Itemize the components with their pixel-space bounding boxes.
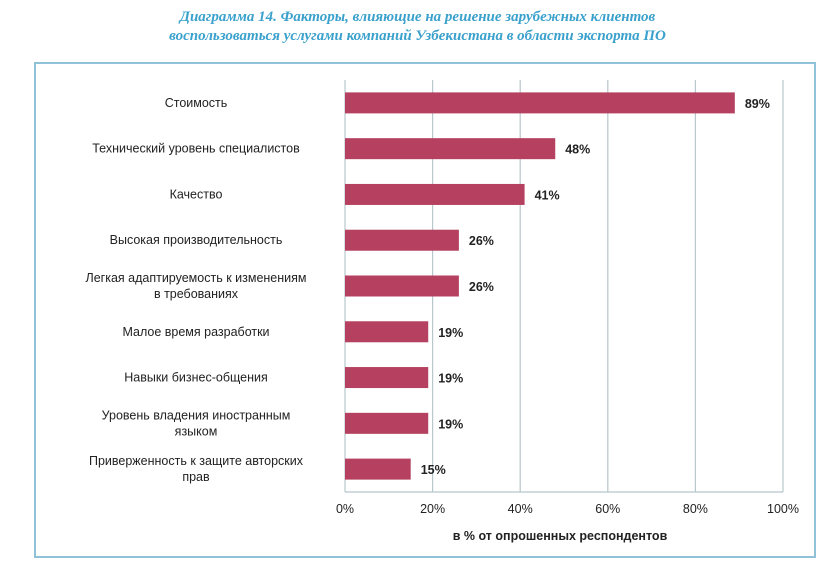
value-label: 26% xyxy=(469,234,494,248)
bar xyxy=(345,458,411,480)
bar xyxy=(345,275,459,297)
value-label: 19% xyxy=(438,417,463,431)
value-label: 48% xyxy=(565,143,590,157)
value-label: 41% xyxy=(535,188,560,202)
category-label: Высокая производительность xyxy=(110,233,283,247)
category-label-line: Высокая производительность xyxy=(110,233,283,247)
category-label-line: Уровень владения иностранным xyxy=(102,408,291,422)
category-label-line: Малое время разработки xyxy=(122,325,269,339)
category-label-line: Легкая адаптируемость к изменениям xyxy=(85,271,306,285)
category-label: Навыки бизнес-общения xyxy=(124,371,268,385)
category-label-line: языком xyxy=(175,424,218,438)
chart-title-line-2: воспользоваться услугами компаний Узбеки… xyxy=(169,28,666,44)
category-label-line: Качество xyxy=(170,187,223,201)
x-tick-label: 60% xyxy=(595,502,620,516)
x-tick-label: 80% xyxy=(683,502,708,516)
bar xyxy=(345,92,735,114)
bar xyxy=(345,321,429,343)
bar xyxy=(345,229,459,251)
category-label: Технический уровень специалистов xyxy=(92,142,300,156)
x-tick-label: 20% xyxy=(420,502,445,516)
category-label: Легкая адаптируемость к изменениям в треб… xyxy=(85,271,306,301)
value-label: 19% xyxy=(438,326,463,340)
value-label: 26% xyxy=(469,280,494,294)
x-tick-label: 0% xyxy=(336,502,354,516)
x-axis-title: в % от опрошенных респондентов xyxy=(453,529,668,543)
category-label: Малое время разработки xyxy=(122,325,269,339)
x-tick-label: 40% xyxy=(508,502,533,516)
chart-title: Диаграмма 14. Факторы, влияющие на решен… xyxy=(0,8,835,46)
value-label: 15% xyxy=(421,463,446,477)
bar xyxy=(345,183,525,205)
category-label: Приверженность к защите авторских прав xyxy=(89,454,304,484)
chart-title-line-1: Диаграмма 14. Факторы, влияющие на решен… xyxy=(179,9,656,25)
category-label-line: Приверженность к защите авторских xyxy=(89,454,304,468)
category-label: Стоимость xyxy=(165,96,228,110)
category-label-line: прав xyxy=(182,470,210,484)
value-label: 89% xyxy=(745,97,770,111)
category-label-line: Навыки бизнес-общения xyxy=(124,371,268,385)
value-label: 19% xyxy=(438,372,463,386)
bar xyxy=(345,138,556,160)
x-tick-label: 100% xyxy=(767,502,799,516)
bar xyxy=(345,367,429,389)
bar xyxy=(345,412,429,434)
category-label-line: в требованиях xyxy=(154,287,239,301)
category-label-line: Стоимость xyxy=(165,96,228,110)
category-label: Качество xyxy=(170,187,223,201)
category-label: Уровень владения иностранным языком xyxy=(102,408,291,438)
category-label-line: Технический уровень специалистов xyxy=(92,142,300,156)
